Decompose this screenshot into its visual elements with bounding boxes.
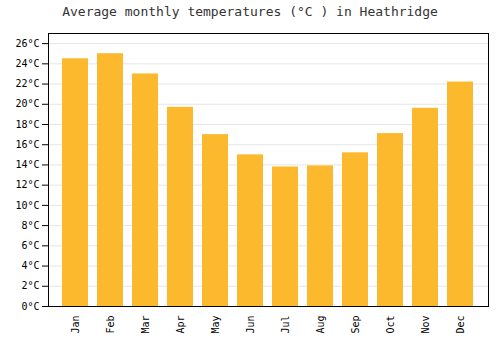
svg-text:6°C: 6°C [21,240,39,251]
svg-text:16°C: 16°C [15,139,39,150]
svg-text:8°C: 8°C [21,220,39,231]
svg-text:Nov: Nov [420,316,431,334]
svg-text:2°C: 2°C [21,280,39,291]
svg-text:10°C: 10°C [15,200,39,211]
svg-text:18°C: 18°C [15,119,39,130]
svg-text:12°C: 12°C [15,179,39,190]
svg-text:0°C: 0°C [21,301,39,312]
svg-text:Sep: Sep [350,316,361,334]
svg-text:Mar: Mar [140,316,151,334]
svg-text:Oct: Oct [385,316,396,334]
svg-text:Jan: Jan [70,316,81,334]
svg-text:Apr: Apr [175,316,186,334]
svg-text:4°C: 4°C [21,260,39,271]
svg-text:Aug: Aug [315,316,326,334]
svg-text:Dec: Dec [455,316,466,334]
svg-text:14°C: 14°C [15,159,39,170]
svg-text:Jun: Jun [245,316,256,334]
svg-text:Jul: Jul [280,316,291,334]
svg-text:22°C: 22°C [15,78,39,89]
svg-text:20°C: 20°C [15,98,39,109]
svg-text:24°C: 24°C [15,58,39,69]
svg-text:26°C: 26°C [15,38,39,49]
svg-text:May: May [210,316,221,334]
html-text:Average monthly temperatures (: Average monthly temperatures (°C ) in He… [62,4,438,19]
svg-text:Feb: Feb [105,316,116,334]
